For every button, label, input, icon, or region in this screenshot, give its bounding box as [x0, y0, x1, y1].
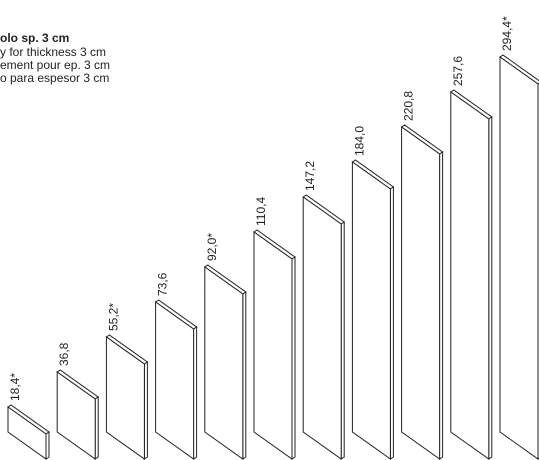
- caption-line: ement pour ep. 3 cm: [0, 58, 110, 72]
- panel-face: [155, 301, 195, 460]
- panel-face: [105, 336, 145, 460]
- panel-label: 147,2: [303, 161, 317, 191]
- panel-label: 55,2*: [106, 303, 120, 331]
- panel-face: [401, 126, 441, 460]
- panel-face: [351, 161, 391, 460]
- panel-label: 92,0*: [205, 233, 219, 261]
- panel-label: 294,4*: [500, 16, 514, 51]
- panel-label: 18,4*: [8, 373, 22, 401]
- panel-face: [7, 406, 47, 460]
- caption-title: olo sp. 3 cm: [0, 31, 69, 45]
- panel-label: 36,8: [57, 342, 71, 366]
- caption-line: o para espesor 3 cm: [0, 71, 109, 85]
- panel-label: 73,6: [156, 272, 170, 296]
- caption-line: y for thickness 3 cm: [0, 45, 106, 59]
- panel-label: 220,8: [402, 91, 416, 121]
- panel-face: [56, 371, 96, 460]
- panel-face: [499, 56, 539, 460]
- panel-face: [253, 231, 293, 460]
- panel-label: 184,0: [352, 126, 366, 156]
- panel-face: [204, 266, 244, 460]
- panel-label: 110,4: [254, 197, 268, 226]
- panel-label: 257,6: [451, 56, 465, 86]
- panel-face: [302, 196, 342, 460]
- panel-face: [450, 91, 490, 460]
